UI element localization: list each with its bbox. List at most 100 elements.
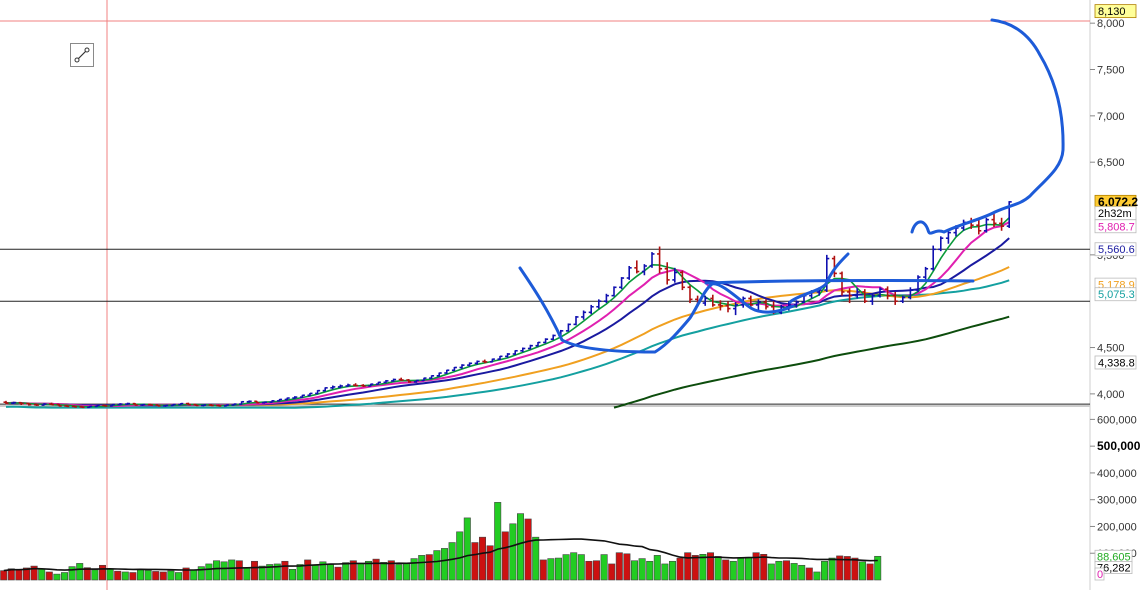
volume-bar [722, 559, 730, 581]
ohlc-bar [938, 236, 944, 252]
volume-bar [53, 573, 61, 581]
line-tool-button[interactable] [70, 43, 94, 67]
volume-bar [129, 572, 137, 581]
ohlc-bar [793, 300, 799, 308]
volume-tick-label: 600,000 [1097, 414, 1137, 426]
ohlc-bar [467, 362, 473, 367]
volume-bar [463, 517, 471, 581]
ohlc-bar [292, 396, 298, 399]
ohlc-bar [717, 300, 723, 311]
volume-tick-label: 400,000 [1097, 468, 1137, 480]
price-tag-label: 5,560.6 [1098, 244, 1135, 256]
volume-bar [752, 552, 760, 581]
volume-bar [471, 542, 479, 581]
ohlc-bar [56, 403, 62, 407]
volume-bar [577, 554, 585, 581]
ohlc-bar [520, 347, 526, 353]
volume-bar [45, 571, 53, 581]
volume-tick-label: 300,000 [1097, 495, 1137, 507]
ohlc-bar [421, 377, 427, 382]
volume-tag-box [1094, 567, 1105, 581]
volume-bar [524, 518, 532, 581]
volume-bar [828, 557, 836, 581]
ohlc-bar [619, 277, 625, 290]
ohlc-bar [201, 404, 207, 407]
ohlc-bar [945, 230, 951, 244]
volume-bar [144, 570, 152, 581]
ohlc-bar [649, 252, 655, 268]
volume-bar [767, 563, 775, 581]
ohlc-bar [664, 262, 670, 285]
ma-line-navy [5, 237, 1010, 407]
ohlc-bar [999, 217, 1005, 231]
ohlc-bar [444, 369, 450, 374]
line-tool-icon [74, 47, 90, 63]
ohlc-bar [87, 405, 93, 409]
ohlc-bar [223, 404, 229, 407]
volume-bar [585, 560, 593, 581]
ohlc-bar [862, 289, 868, 304]
ohlc-bar [398, 377, 404, 381]
ohlc-bar [406, 379, 412, 383]
ohlc-bar [117, 403, 123, 406]
volume-bar [182, 567, 190, 581]
ohlc-bar [710, 294, 716, 307]
volume-bar [782, 560, 790, 581]
ohlc-bar [269, 400, 275, 404]
volume-bar [456, 531, 464, 581]
price-tick-label: 6,500 [1097, 157, 1125, 169]
volume-bar [615, 552, 623, 581]
volume-bar [805, 567, 813, 581]
ma-line-teal [5, 279, 1010, 409]
ohlc-bar [877, 287, 883, 298]
volume-bar [402, 563, 410, 581]
volume-tick-label: 200,000 [1097, 521, 1137, 533]
volume-bar [820, 560, 828, 581]
volume-bars [0, 502, 882, 581]
ohlc-bar [193, 403, 199, 407]
ohlc-bar [375, 381, 381, 385]
volume-bar [851, 557, 859, 581]
drawn-resistance-line [704, 279, 975, 285]
volume-bar [22, 567, 30, 581]
volume-bar [281, 560, 289, 581]
price-tick-label: 4,000 [1097, 389, 1125, 401]
volume-bar [334, 566, 342, 581]
volume-bar [326, 564, 334, 581]
ohlc-bar [26, 402, 32, 406]
ohlc-bar [505, 353, 511, 358]
volume-bar [137, 568, 145, 581]
ohlc-bar [687, 285, 693, 304]
ohlc-bar [725, 301, 731, 313]
price-tag-label: 2h32m [1098, 208, 1132, 220]
volume-bar [251, 560, 259, 581]
volume-bar [205, 563, 213, 581]
volume-tag-label: 76,282 [1097, 563, 1131, 575]
volume-bar [661, 563, 669, 581]
volume-bar [714, 556, 722, 581]
ohlc-bar [429, 375, 435, 380]
ohlc-bar [991, 214, 997, 228]
volume-tag-label: 0 [1097, 569, 1103, 581]
volume-bar [76, 563, 84, 581]
volume-bar [288, 568, 296, 581]
volume-bar [570, 552, 578, 581]
ohlc-bar [231, 403, 237, 406]
ohlc-bar [140, 403, 146, 406]
ohlc-bar [489, 358, 495, 363]
ohlc-bar [565, 323, 571, 332]
volume-bar [433, 550, 441, 581]
ohlc-bar [163, 404, 169, 407]
ohlc-bar [900, 295, 906, 304]
volume-bar [30, 565, 38, 581]
volume-bar [349, 560, 357, 581]
volume-bar [858, 561, 866, 581]
volume-bar [311, 564, 319, 581]
volume-bar [175, 572, 183, 581]
ohlc-bar [596, 299, 602, 309]
ohlc-bar [299, 394, 305, 399]
volume-bar [516, 513, 524, 581]
volume-bar [775, 560, 783, 581]
